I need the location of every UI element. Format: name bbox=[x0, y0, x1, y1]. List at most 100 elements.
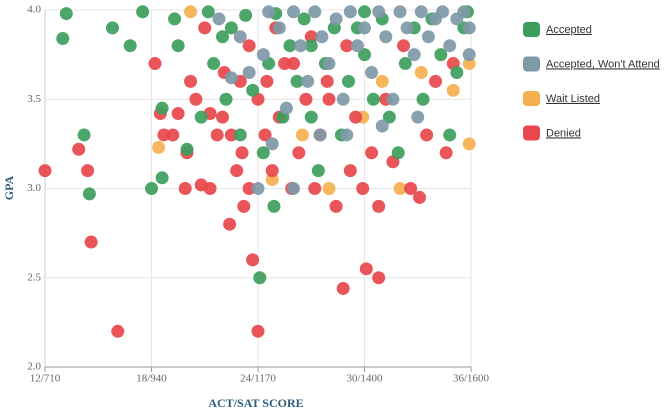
point bbox=[301, 74, 315, 88]
point bbox=[379, 30, 393, 44]
point bbox=[358, 21, 371, 35]
point bbox=[308, 5, 322, 19]
point bbox=[287, 57, 300, 71]
point bbox=[299, 92, 313, 106]
point bbox=[246, 83, 260, 97]
point bbox=[198, 21, 212, 35]
point bbox=[189, 92, 203, 106]
point bbox=[237, 199, 251, 213]
y-tick-label: 3.5 bbox=[27, 93, 41, 105]
point bbox=[272, 21, 286, 35]
point bbox=[171, 39, 185, 53]
point bbox=[256, 146, 270, 160]
point bbox=[262, 5, 276, 19]
point bbox=[411, 110, 425, 124]
point bbox=[315, 30, 329, 44]
point bbox=[365, 146, 379, 160]
point bbox=[462, 57, 476, 71]
point bbox=[155, 171, 169, 185]
point bbox=[203, 182, 217, 195]
point bbox=[421, 30, 435, 44]
point bbox=[311, 164, 325, 178]
point bbox=[443, 39, 457, 53]
point bbox=[372, 5, 386, 19]
point bbox=[168, 12, 182, 26]
legend-item[interactable]: Wait Listed bbox=[523, 91, 600, 106]
point bbox=[267, 199, 281, 213]
point bbox=[343, 164, 357, 178]
point bbox=[111, 324, 125, 338]
point bbox=[420, 128, 434, 142]
point bbox=[178, 182, 192, 195]
point bbox=[356, 182, 370, 195]
point bbox=[416, 92, 430, 106]
point bbox=[320, 74, 334, 88]
point bbox=[184, 5, 198, 19]
x-tick-label: 36/1600 bbox=[453, 373, 490, 385]
point bbox=[224, 71, 238, 85]
point bbox=[462, 137, 476, 151]
point bbox=[251, 182, 265, 195]
point bbox=[251, 324, 265, 338]
point bbox=[349, 110, 363, 124]
point bbox=[239, 8, 253, 22]
point bbox=[329, 12, 343, 26]
point bbox=[105, 21, 119, 35]
point bbox=[386, 92, 400, 106]
point bbox=[342, 74, 356, 88]
point bbox=[375, 74, 389, 88]
point bbox=[446, 83, 460, 97]
point bbox=[84, 235, 98, 249]
x-tick-label: 24/1170 bbox=[240, 373, 276, 385]
legend-label[interactable]: Accepted, Won't Attend bbox=[546, 58, 660, 70]
x-tick-label: 30/1400 bbox=[346, 373, 383, 385]
y-tick-label: 3.0 bbox=[27, 182, 41, 194]
point bbox=[210, 128, 224, 142]
point bbox=[265, 164, 279, 178]
point bbox=[230, 164, 244, 178]
legend-item[interactable]: Accepted bbox=[523, 22, 592, 37]
legend-swatch bbox=[523, 22, 540, 37]
point bbox=[235, 146, 249, 160]
point bbox=[382, 110, 396, 124]
point bbox=[400, 21, 414, 35]
legend-label[interactable]: Accepted bbox=[546, 24, 592, 36]
point bbox=[81, 164, 95, 178]
point bbox=[256, 48, 270, 62]
point bbox=[375, 119, 389, 133]
point bbox=[166, 128, 180, 142]
point bbox=[336, 92, 350, 106]
point bbox=[462, 21, 476, 35]
point bbox=[414, 5, 428, 19]
x-axis-title: ACT/SAT SCORE bbox=[208, 396, 303, 410]
legend-label[interactable]: Wait Listed bbox=[546, 93, 600, 105]
point bbox=[253, 271, 267, 285]
point bbox=[207, 57, 221, 71]
point bbox=[450, 65, 464, 79]
point bbox=[145, 182, 158, 195]
point bbox=[434, 48, 448, 62]
legend-swatch bbox=[523, 56, 540, 72]
y-tick-label: 4.0 bbox=[27, 4, 41, 16]
legend-swatch bbox=[523, 125, 540, 141]
point bbox=[443, 128, 457, 142]
point bbox=[180, 142, 194, 156]
point bbox=[308, 182, 322, 195]
point bbox=[391, 146, 405, 160]
point bbox=[294, 39, 308, 53]
legend-label[interactable]: Denied bbox=[546, 127, 581, 139]
legend-item[interactable]: Accepted, Won't Attend bbox=[523, 56, 660, 72]
point bbox=[407, 48, 421, 62]
point bbox=[246, 253, 260, 267]
point bbox=[413, 190, 427, 204]
point bbox=[322, 57, 336, 71]
point bbox=[292, 146, 306, 160]
legend-item[interactable]: Denied bbox=[523, 125, 581, 141]
point bbox=[265, 137, 279, 151]
point bbox=[216, 30, 229, 44]
point bbox=[365, 65, 379, 79]
point bbox=[152, 140, 166, 154]
series bbox=[212, 5, 476, 195]
point bbox=[397, 39, 411, 53]
point bbox=[223, 217, 237, 231]
